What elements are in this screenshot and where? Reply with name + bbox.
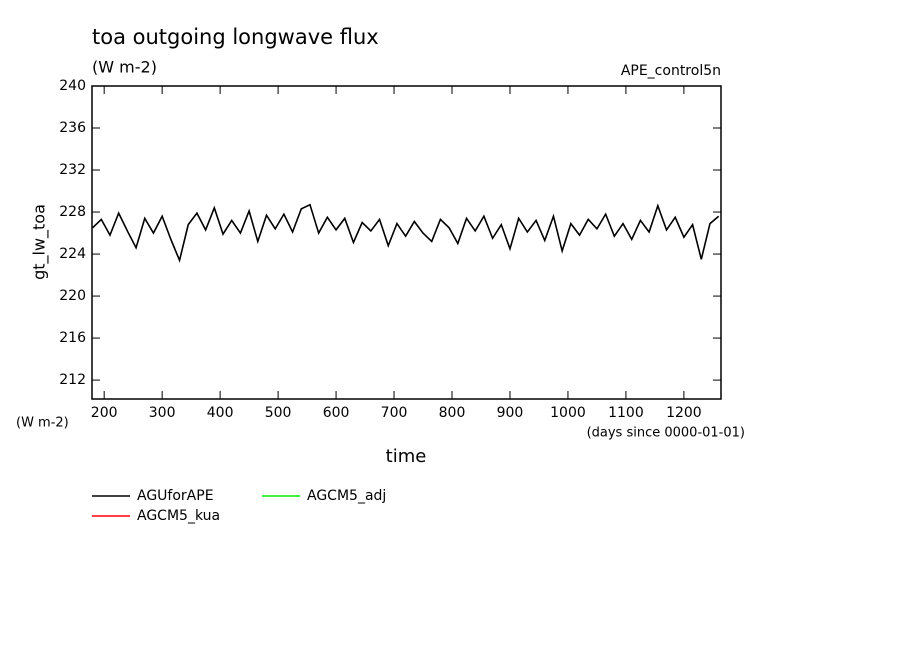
- plot-frame: [91, 85, 722, 400]
- x-units: (days since 0000-01-01): [587, 426, 745, 441]
- x-tick-label: 1200: [666, 405, 702, 421]
- x-tick-label: 600: [323, 405, 350, 421]
- y-tick-label: 216: [59, 330, 86, 346]
- y-tick-label: 236: [59, 120, 86, 136]
- x-tick-label: 300: [149, 405, 176, 421]
- legend-label: AGCM5_adj: [307, 488, 386, 504]
- y-tick-label: 224: [59, 246, 86, 262]
- chart-subtitle: (W m-2): [92, 58, 157, 77]
- x-tick-label: 200: [91, 405, 118, 421]
- data-line: [92, 203, 720, 263]
- x-axis-label: time: [386, 446, 427, 467]
- x-tick-label: 700: [381, 405, 408, 421]
- x-tick-label: 1000: [550, 405, 586, 421]
- x-tick-label: 1100: [608, 405, 644, 421]
- y-tick-label: 212: [59, 372, 86, 388]
- y-tick-label: 232: [59, 162, 86, 178]
- chart-title: toa outgoing longwave flux: [92, 25, 379, 49]
- annotation: APE_control5n: [621, 63, 721, 79]
- y-tick-label: 228: [59, 204, 86, 220]
- legend-label: AGCM5_kua: [137, 508, 220, 524]
- y-units: (W m-2): [16, 416, 69, 431]
- y-tick-label: 240: [59, 78, 86, 94]
- x-tick-label: 400: [207, 405, 234, 421]
- y-tick-label: 220: [59, 288, 86, 304]
- y-axis-label: gt_lw_toa: [30, 204, 50, 280]
- x-tick-label: 500: [265, 405, 292, 421]
- legend-label: AGUforAPE: [137, 488, 214, 504]
- x-tick-label: 900: [497, 405, 524, 421]
- x-tick-label: 800: [439, 405, 466, 421]
